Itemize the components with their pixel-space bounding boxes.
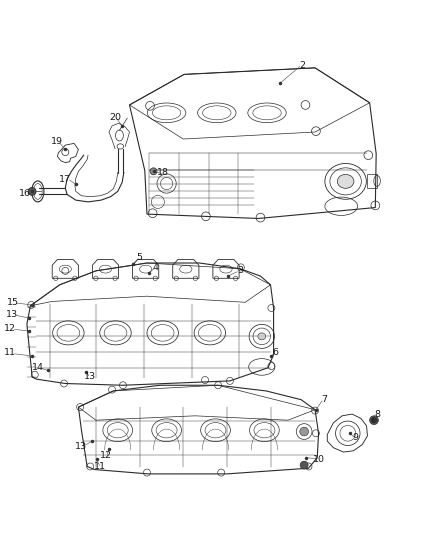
Text: 8: 8	[374, 409, 380, 418]
Circle shape	[370, 416, 378, 425]
Text: 11: 11	[94, 462, 106, 471]
Ellipse shape	[337, 174, 354, 188]
Bar	[367, 174, 377, 188]
Text: 7: 7	[321, 395, 327, 404]
Text: 13: 13	[75, 442, 88, 451]
Text: 13: 13	[6, 310, 18, 319]
Text: 5: 5	[137, 253, 142, 262]
Text: 3: 3	[237, 266, 243, 276]
Text: 10: 10	[313, 455, 325, 464]
Circle shape	[300, 461, 308, 469]
Circle shape	[300, 427, 308, 436]
Circle shape	[28, 188, 36, 195]
Text: 14: 14	[32, 364, 44, 372]
Ellipse shape	[258, 333, 266, 340]
Text: 12: 12	[100, 450, 113, 459]
Circle shape	[371, 417, 377, 423]
Circle shape	[150, 168, 157, 175]
Text: 9: 9	[352, 433, 358, 442]
Text: 19: 19	[50, 137, 63, 146]
Text: 11: 11	[4, 349, 16, 358]
Text: 13: 13	[84, 372, 96, 381]
Text: 18: 18	[157, 168, 169, 177]
Text: 4: 4	[153, 263, 159, 272]
Text: 16: 16	[19, 189, 31, 198]
Text: 15: 15	[7, 298, 19, 307]
Text: 2: 2	[299, 61, 305, 70]
Text: 6: 6	[273, 349, 279, 358]
Text: 12: 12	[4, 324, 16, 333]
Text: 20: 20	[109, 112, 121, 122]
Text: 17: 17	[59, 175, 71, 184]
